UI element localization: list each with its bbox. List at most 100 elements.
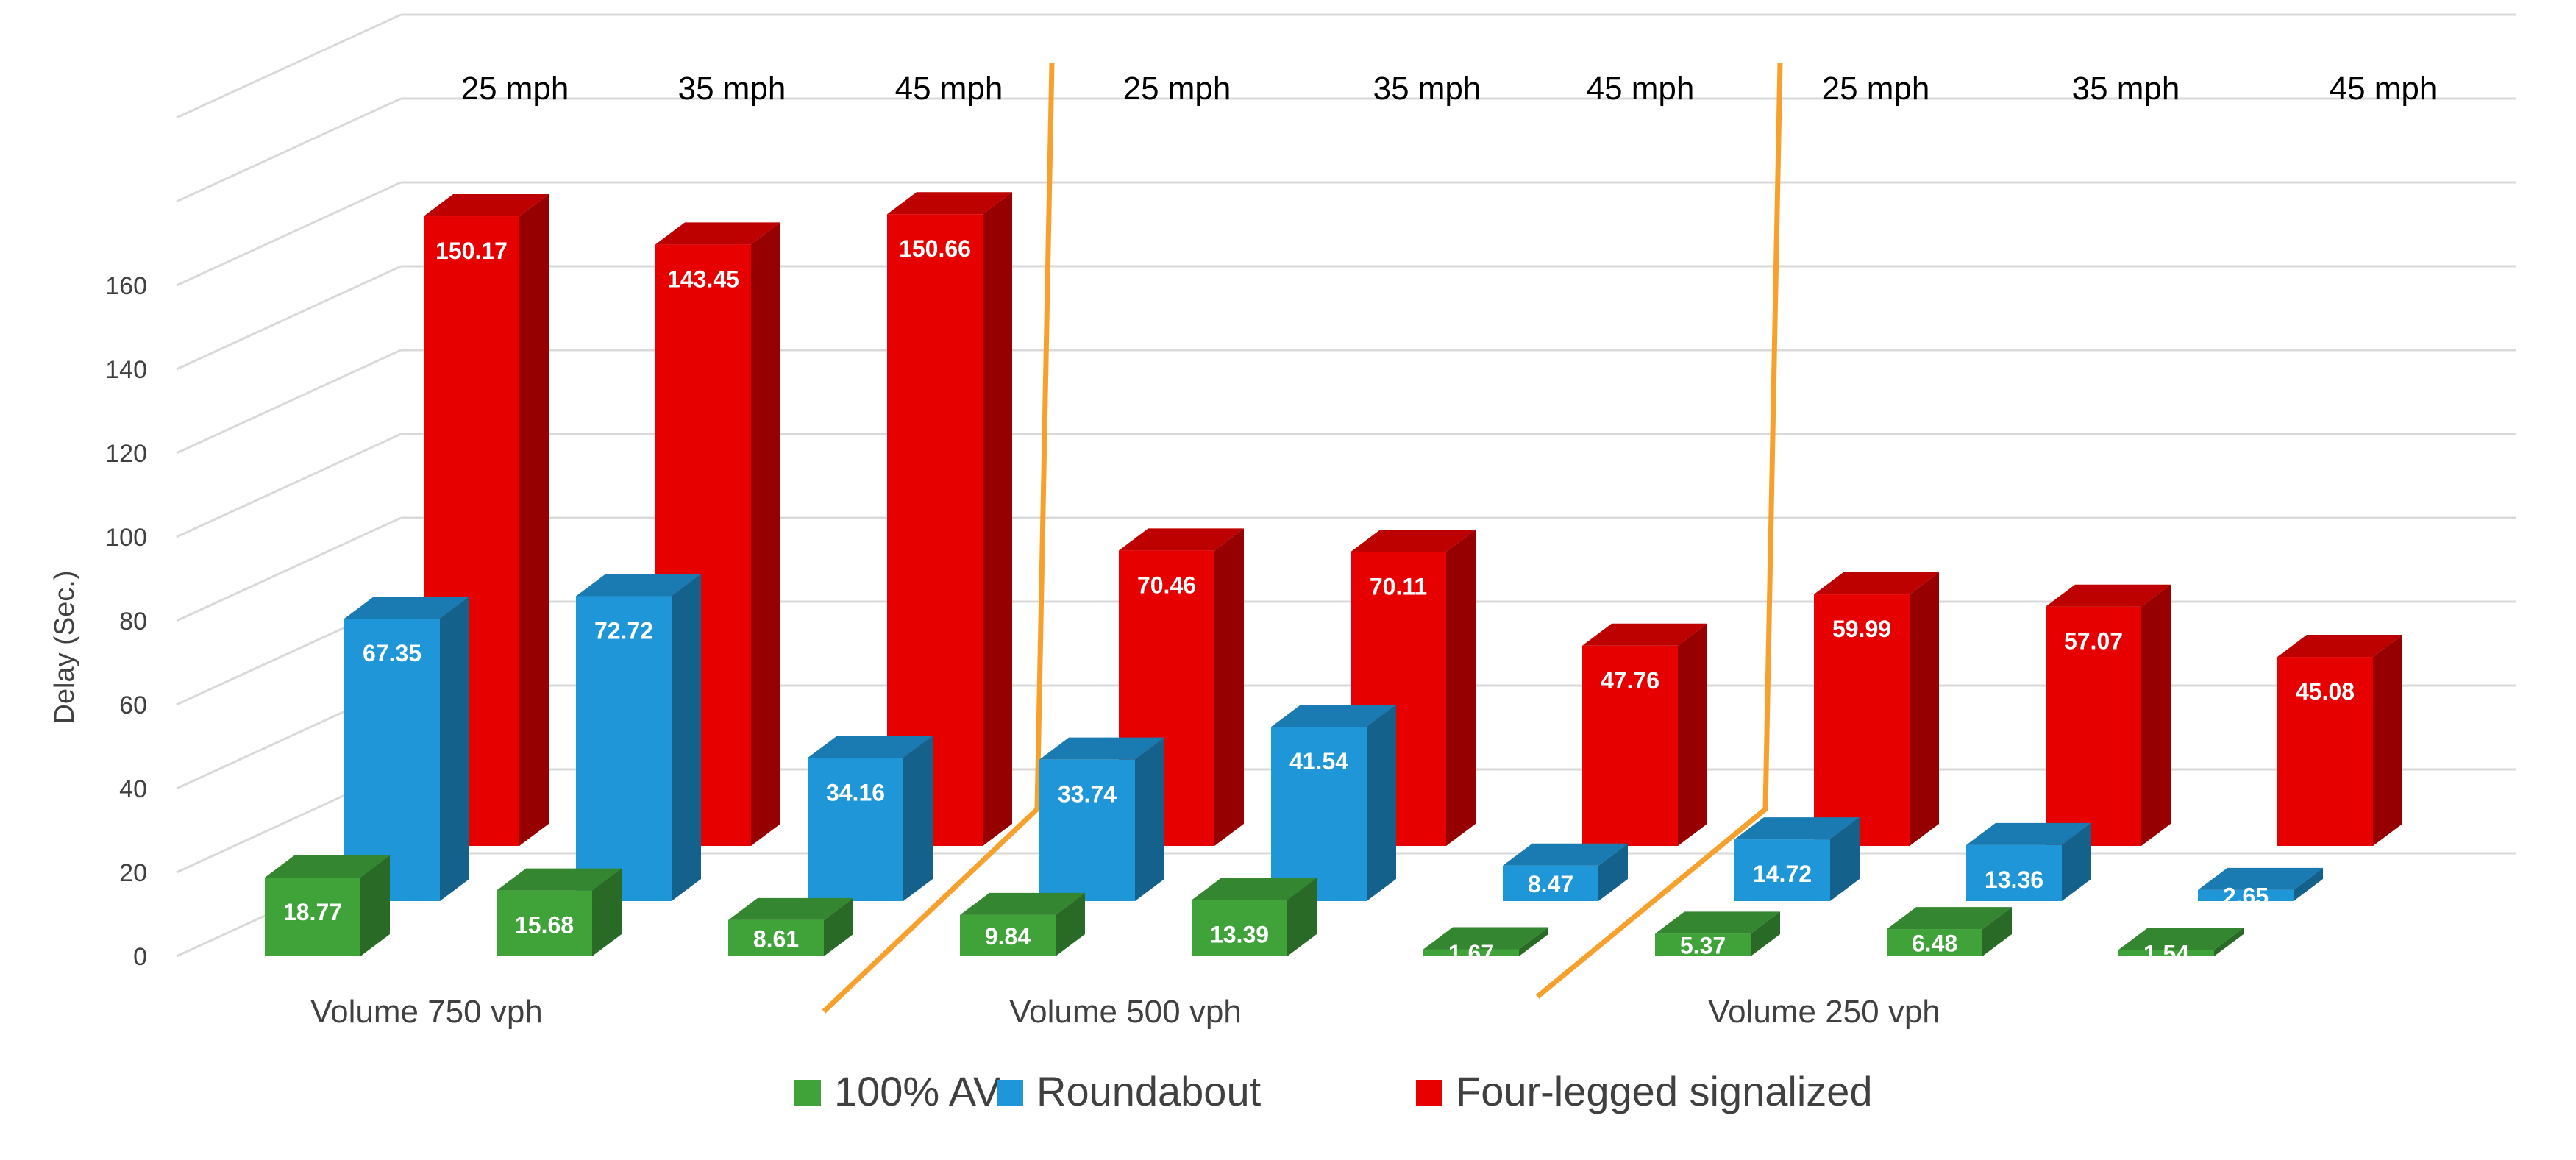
bar-side (1056, 892, 1085, 956)
bar-front (960, 914, 1056, 956)
y-tick-label: 60 (119, 691, 147, 719)
bar-top (1271, 705, 1396, 727)
bar-top (808, 736, 933, 758)
data-label: 1.54 (2143, 941, 2189, 967)
data-label: 15.68 (515, 912, 574, 939)
bar-top (887, 192, 1012, 215)
data-label: 9.84 (985, 923, 1031, 950)
data-label: 8.47 (1528, 871, 1573, 897)
bar-side (2294, 867, 2323, 901)
bar-top (1192, 878, 1317, 900)
speed-label: 25 mph (461, 71, 569, 107)
bar-front (2046, 606, 2141, 846)
bar-front (344, 619, 440, 901)
bar-top (728, 897, 853, 920)
data-label: 150.17 (435, 238, 508, 264)
speed-label: 35 mph (2072, 71, 2180, 107)
bar-front (1655, 933, 1751, 956)
y-tick-label: 20 (119, 859, 147, 887)
y-tick-label: 0 (133, 943, 147, 971)
data-label: 67.35 (363, 640, 421, 666)
bar-side (1678, 623, 1707, 846)
bars: 150.17 143.45 150.66 70.46 70.11 47.76 59.99 57… (265, 192, 2402, 967)
y-tick-label: 80 (119, 608, 147, 636)
legend-label: Roundabout (1036, 1068, 1262, 1114)
bar-side (1910, 572, 1939, 846)
bar-top (2277, 635, 2402, 658)
speed-labels: 25 mph 35 mph 45 mph 25 mph 35 mph 45 mph 25 m… (461, 71, 2438, 107)
bar-side (2062, 822, 2091, 901)
speed-label: 25 mph (1123, 71, 1231, 107)
y-tick-label: 160 (105, 272, 147, 300)
group-separators (822, 62, 1783, 1014)
bar-side (2141, 584, 2171, 846)
data-label: 59.99 (1832, 616, 1891, 642)
data-label: 1.67 (1448, 940, 1494, 967)
y-tick-label: 100 (105, 524, 147, 552)
bar-front (576, 596, 672, 901)
gridline-side (176, 516, 402, 622)
bar-front (2277, 657, 2373, 846)
bar-top (576, 574, 701, 597)
bar-top (1423, 927, 1548, 950)
bar-front (1582, 645, 1678, 846)
bar-top (960, 892, 1085, 915)
data-label: 45.08 (2296, 678, 2355, 705)
bar-front (1423, 949, 1519, 956)
gridline-side (176, 433, 402, 538)
data-label: 34.16 (826, 779, 885, 805)
y-tick-label: 40 (119, 775, 147, 803)
bar-side (2373, 635, 2402, 846)
data-label: 143.45 (667, 266, 739, 292)
legend-swatch (997, 1080, 1023, 1106)
bar-side (1214, 528, 1244, 846)
bar-side (824, 897, 853, 956)
bar-top (2198, 867, 2323, 890)
bar-top (1966, 822, 2091, 845)
bar-front (1814, 594, 1910, 846)
data-label: 8.61 (753, 925, 799, 952)
bar-top (1655, 911, 1780, 934)
y-tick-label: 120 (105, 440, 147, 468)
bar-side (592, 868, 622, 956)
bar-side (360, 855, 390, 956)
data-label: 6.48 (1912, 931, 1957, 957)
bar-front (2198, 889, 2294, 901)
data-label: 13.39 (1210, 922, 1269, 948)
data-label: 18.77 (283, 899, 342, 925)
legend-swatch (1416, 1080, 1442, 1106)
legend: 100% AV Roundabout Four-legged signalized (794, 1068, 1873, 1114)
data-label: 2.65 (2223, 883, 2269, 909)
group-label: Volume 250 vph (1708, 994, 1940, 1030)
bar-side (751, 222, 780, 847)
data-label: 47.76 (1601, 667, 1659, 694)
speed-label: 35 mph (678, 71, 786, 107)
bar-front (728, 919, 824, 956)
bar-side (1287, 878, 1317, 956)
bar-front (1271, 727, 1367, 901)
legend-label: Four-legged signalized (1456, 1068, 1873, 1114)
bar-top (1814, 572, 1939, 595)
group-label: Volume 750 vph (310, 994, 543, 1030)
bar-front (1734, 839, 1830, 901)
bar-side (1135, 737, 1164, 901)
bar-top (424, 194, 549, 217)
data-label: 13.36 (1985, 867, 2043, 893)
speed-label: 45 mph (895, 71, 1003, 107)
legend-label: 100% AV (834, 1068, 1001, 1114)
data-label: 70.11 (1370, 573, 1427, 599)
bar-front (2118, 950, 2214, 956)
bar-top (344, 597, 469, 619)
bar-front (1966, 844, 2062, 901)
bar-top (1119, 528, 1244, 551)
bar-top (655, 222, 780, 245)
bar-top (497, 868, 622, 891)
bar-side (1367, 705, 1396, 901)
y-axis-title: Delay (Sec.) (49, 570, 80, 724)
bar-top (1351, 530, 1476, 552)
speed-label: 45 mph (1587, 71, 1695, 107)
bar-side (1830, 817, 1860, 901)
bar-top (1734, 817, 1860, 840)
data-label: 33.74 (1058, 781, 1117, 808)
